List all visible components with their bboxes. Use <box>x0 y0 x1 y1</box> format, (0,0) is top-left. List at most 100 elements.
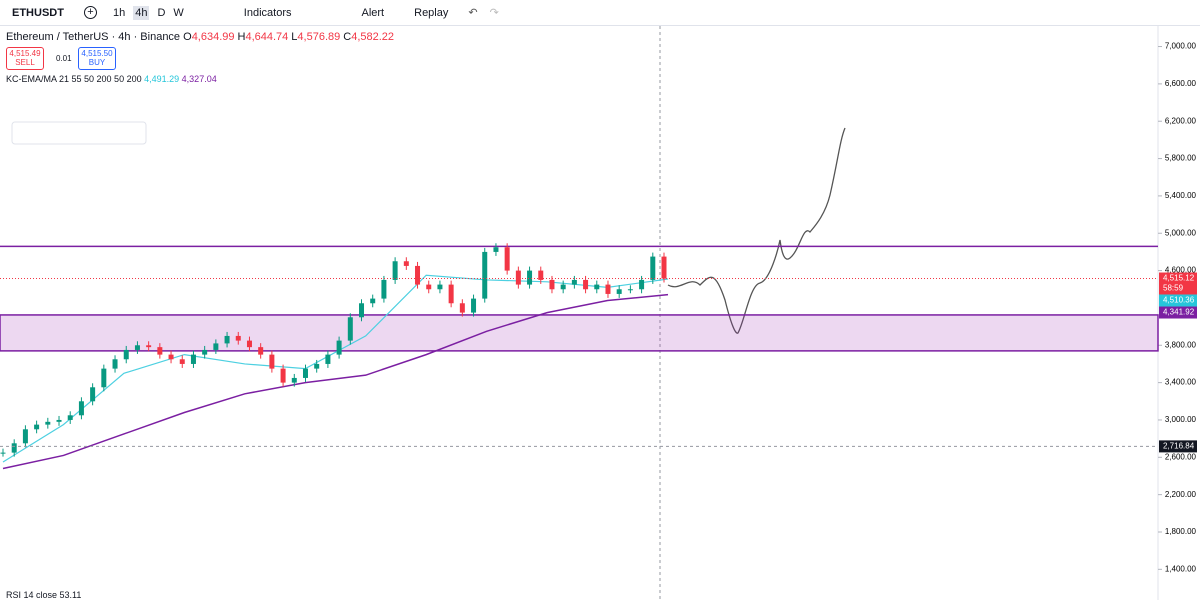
candle <box>246 340 252 348</box>
candle <box>459 303 465 313</box>
buy-price: 4,515.50 <box>81 49 113 58</box>
candle <box>11 443 17 453</box>
ohlc-value: 4,634.99 <box>191 31 235 43</box>
price-label: 4,341.92 <box>1163 308 1195 317</box>
candle <box>392 261 398 280</box>
drawing-toolbar <box>11 121 147 145</box>
countdown: 58:59 <box>1163 284 1184 293</box>
price-label-bg <box>1159 294 1197 307</box>
rsi-legend: RSI 14 close 53.11 <box>6 590 81 600</box>
candle <box>482 251 488 299</box>
candle <box>325 354 331 364</box>
sell-button[interactable]: 4,515.49 SELL <box>6 47 44 70</box>
price-label-bg <box>1159 306 1197 319</box>
legend-title: Ethereum / TetherUS · 4h · Binance O4,63… <box>6 31 397 43</box>
indicator-value: 4,491.29 <box>144 74 180 84</box>
candle <box>627 289 633 291</box>
ohlc-item: H4,644.74 <box>238 31 292 43</box>
price-tick-label: 3,400.00 <box>1165 378 1197 387</box>
candle <box>370 298 376 304</box>
rsi-name: RSI 14 close <box>6 590 58 600</box>
redo[interactable]: ↷ <box>489 7 499 19</box>
candle <box>269 354 275 369</box>
candle <box>202 349 208 355</box>
candle <box>179 359 185 364</box>
symbol[interactable]: ETHUSDT <box>12 6 64 19</box>
price-tick-label: 6,200.00 <box>1165 116 1197 125</box>
candle <box>336 340 342 355</box>
candle <box>280 368 286 383</box>
price-tick-label: 5,800.00 <box>1165 154 1197 163</box>
symbol-title: Ethereum / TetherUS · 4h · Binance <box>6 31 181 43</box>
candle <box>616 289 622 294</box>
price-tick-label: 1,400.00 <box>1165 564 1197 573</box>
candle <box>314 363 320 369</box>
support-zone <box>0 314 1159 352</box>
candle <box>123 349 129 360</box>
ohlc-key: L <box>291 31 298 43</box>
undo[interactable]: ↶ <box>468 7 478 19</box>
candle <box>381 279 387 299</box>
candle <box>67 415 73 420</box>
candle <box>594 284 600 290</box>
candle <box>403 261 409 266</box>
candle <box>515 270 521 285</box>
ohlc-value: 4,644.74 <box>245 31 289 43</box>
ohlc-value: 4,582.22 <box>351 31 395 43</box>
sell-label: SELL <box>15 58 35 67</box>
candle <box>213 343 219 350</box>
price-label: 4,510.36 <box>1163 296 1195 305</box>
candle <box>34 424 40 430</box>
candle <box>258 347 264 355</box>
interval[interactable]: D <box>157 6 166 19</box>
candle <box>605 284 611 294</box>
price-label: 4,515.12 <box>1163 274 1195 283</box>
spread: 0.01 <box>56 54 72 63</box>
price-tick-label: 2,200.00 <box>1165 490 1197 499</box>
price-tick-label: 5,400.00 <box>1165 191 1197 200</box>
candle <box>661 256 667 279</box>
ohlc: O4,634.99 H4,644.74 L4,576.89 C4,582.22 <box>183 31 397 43</box>
candle <box>112 359 118 369</box>
candle <box>101 368 107 388</box>
candle <box>583 279 589 290</box>
candle <box>359 303 365 318</box>
add-symbol[interactable]: + <box>83 6 97 19</box>
price-tick-label: 1,800.00 <box>1165 527 1197 536</box>
candle <box>448 284 454 304</box>
price-label-bg <box>1159 272 1197 295</box>
candle <box>78 401 84 416</box>
indicators-button[interactable]: Indicators <box>243 6 292 19</box>
buy-button[interactable]: 4,515.50 BUY <box>78 47 116 70</box>
price-tick-label: 3,800.00 <box>1165 340 1197 349</box>
candle <box>415 265 421 285</box>
candle <box>190 354 196 364</box>
ohlc-key: O <box>183 31 192 43</box>
candle <box>650 256 656 280</box>
price-label-bg <box>1159 440 1197 453</box>
candle <box>291 377 297 383</box>
candle <box>146 345 152 348</box>
ma-line <box>2 293 669 470</box>
candle <box>493 247 499 252</box>
interval[interactable]: 4h <box>133 5 150 20</box>
candle <box>134 345 140 350</box>
ema-line <box>2 274 669 463</box>
candle <box>90 387 96 402</box>
ohlc-value: 4,576.89 <box>297 31 341 43</box>
ohlc-item: O4,634.99 <box>183 31 237 43</box>
candle <box>45 421 51 425</box>
indicator-legend: KC-EMA/MA 21 55 50 200 50 200 4,491.29 4… <box>6 74 217 84</box>
alert-button[interactable]: Alert <box>361 6 385 19</box>
candle <box>504 247 510 271</box>
ohlc-item: C4,582.22 <box>343 31 397 43</box>
interval[interactable]: W <box>173 6 184 19</box>
candle <box>22 429 28 444</box>
interval[interactable]: 1h <box>112 6 126 19</box>
candle <box>157 347 163 355</box>
candle <box>527 270 533 285</box>
price-tick-label: 3,000.00 <box>1165 415 1197 424</box>
replay-button[interactable]: Replay <box>414 6 449 19</box>
sell-price: 4,515.49 <box>9 49 41 58</box>
